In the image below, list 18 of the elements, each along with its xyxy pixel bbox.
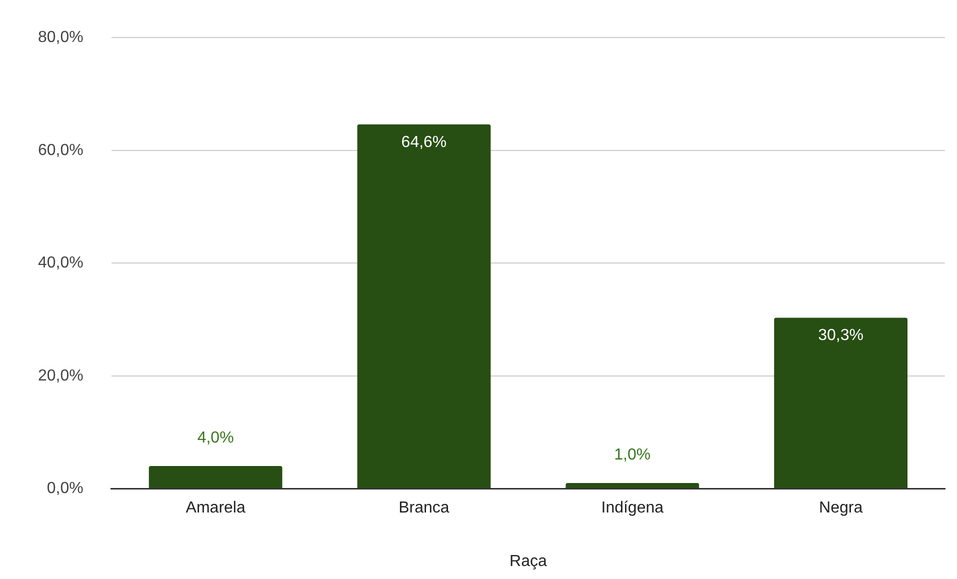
- data-label: 4,0%: [197, 429, 234, 446]
- y-tick-label: 40,0%: [38, 254, 84, 272]
- x-tick-label: Branca: [398, 500, 450, 517]
- data-label: 30,3%: [818, 327, 864, 344]
- bar: [774, 318, 908, 488]
- y-tick-label: 80,0%: [38, 29, 84, 46]
- data-label: 1,0%: [614, 446, 651, 464]
- data-label: 64,6%: [401, 134, 447, 151]
- bar: [566, 482, 700, 488]
- x-axis-title: Raça: [510, 552, 547, 570]
- x-tick-label: Negra: [819, 500, 863, 517]
- x-tick-label: Indígena: [601, 500, 664, 517]
- y-tick-label: 20,0%: [38, 367, 84, 384]
- x-tick-label: Amarela: [186, 500, 246, 517]
- bar: [357, 124, 491, 488]
- y-tick-label: 0,0%: [46, 480, 84, 498]
- y-tick-label: 60,0%: [38, 142, 84, 159]
- bar: [148, 466, 282, 488]
